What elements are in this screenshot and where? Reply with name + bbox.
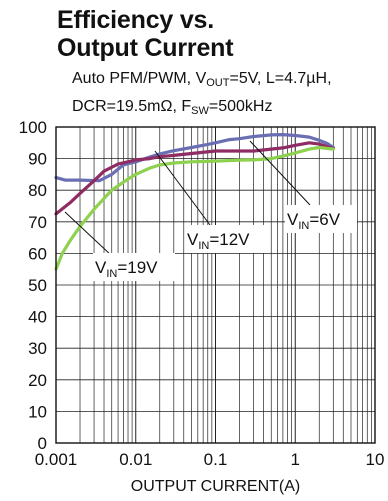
y-tick-label: 100 (19, 118, 47, 137)
x-tick-label: 0.001 (35, 450, 78, 469)
grid (56, 127, 375, 443)
y-tick-label: 10 (28, 402, 47, 421)
series-lines (54, 133, 335, 271)
plot-frame (55, 126, 376, 444)
label-background (285, 205, 357, 233)
series-line-1 (54, 133, 335, 183)
y-tick-label: 20 (28, 371, 47, 390)
x-tick-label: 0.1 (204, 450, 228, 469)
series-line-2 (54, 141, 335, 216)
series-label-subscript: IN (198, 240, 209, 252)
y-tick-label: 50 (28, 276, 47, 295)
series-label: VIN=19V (95, 258, 158, 280)
y-tick-label: 40 (28, 308, 47, 327)
y-tick-label: 70 (28, 213, 47, 232)
series-label-suffix: =19V (117, 258, 158, 277)
chart-subtitle-line2: DCR=19.5mΩ, FSW=500kHz (72, 97, 272, 117)
series-label: VIN=6V (287, 210, 341, 232)
y-tick-label: 0 (38, 434, 47, 453)
label-leader-line (154, 150, 211, 226)
label-background (93, 253, 175, 281)
x-tick-label: 0.01 (119, 450, 152, 469)
label-leader-line (249, 140, 311, 206)
x-tick-label: 1 (291, 450, 300, 469)
tick-labels: 0 10 20 30 40 50 60 70 80 90 100 0.001 0.01 0.1 1 10 (19, 118, 385, 469)
series-label-main: V (95, 258, 107, 277)
series-label-suffix: =12V (209, 230, 250, 249)
subtitle-fsw-suffix: =500kHz (208, 98, 273, 115)
y-tick-label: 60 (28, 244, 47, 263)
subtitle-fsw-prefix: DCR=19.5mΩ, F (72, 98, 192, 115)
subtitle-vout-prefix: Auto PFM/PWM, V (72, 70, 207, 87)
subtitle-vout-suffix: =5V, L=4.7µH, (229, 70, 332, 87)
series-label-subscript: IN (106, 268, 117, 280)
series-label: VIN=12V (187, 230, 250, 252)
chart-subtitle-line1: Auto PFM/PWM, VOUT=5V, L=4.7µH, (72, 69, 332, 89)
chart-title-line1: Efficiency vs. (57, 6, 215, 34)
series-label-suffix: =6V (309, 210, 340, 229)
subtitle-fsw-subscript: SW (191, 105, 209, 117)
x-tick-label: 10 (366, 450, 385, 469)
chart-title-line2: Output Current (57, 34, 234, 62)
y-tick-label: 90 (28, 150, 47, 169)
series-label-main: V (187, 230, 199, 249)
y-tick-label: 80 (28, 181, 47, 200)
x-axis-label: OUTPUT CURRENT(A) (131, 478, 300, 495)
label-background (185, 225, 267, 253)
label-leader-line (64, 211, 113, 257)
y-tick-label: 30 (28, 339, 47, 358)
series-label-subscript: IN (298, 220, 309, 232)
subtitle-vout-subscript: OUT (206, 77, 230, 89)
series-line-3 (54, 145, 335, 271)
series-label-main: V (287, 210, 299, 229)
